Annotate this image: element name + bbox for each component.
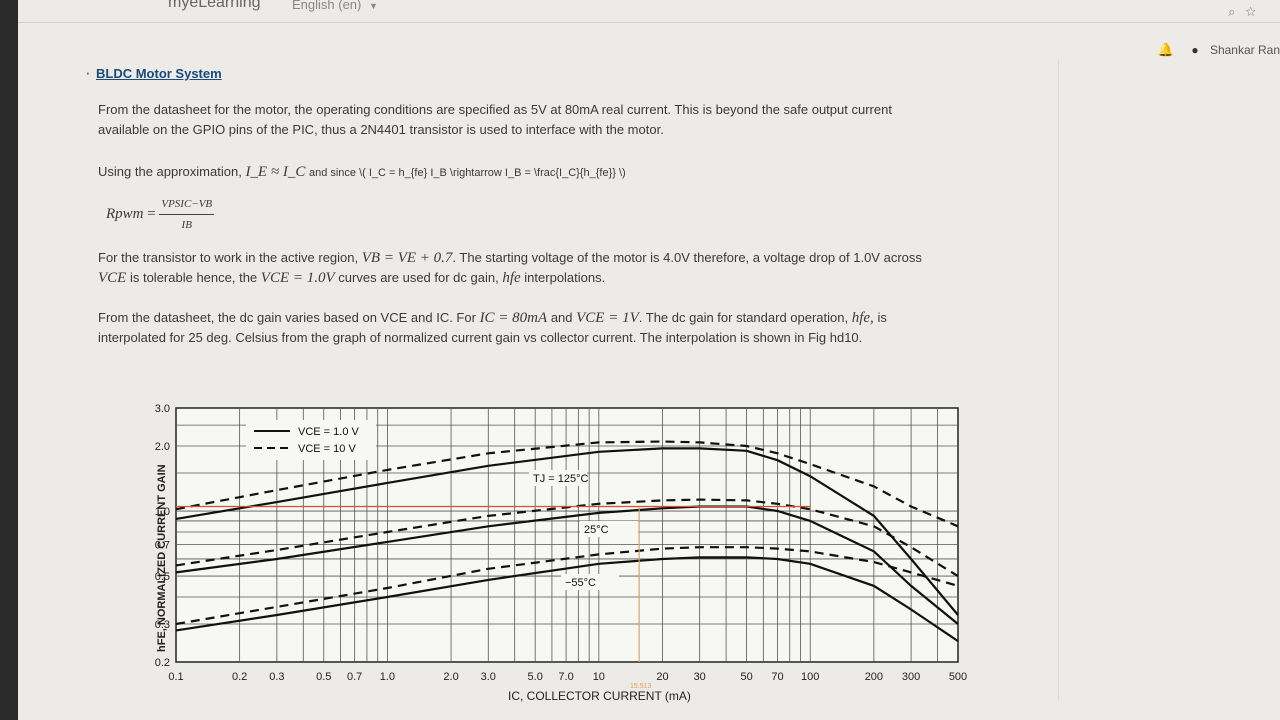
user-name[interactable]: Shankar Ran [1209,43,1280,57]
language-label: English (en) [292,0,362,12]
y-tick-label: 0.2 [155,657,170,669]
site-brand[interactable]: myeLearning [168,0,261,11]
vce-value: VCE = 1.0V [260,270,335,286]
top-icons: ⌕☆ [1228,4,1266,20]
p3-text-d: curves are used for dc gain, [338,270,499,285]
hfe-symbol: hfe [502,270,521,286]
legend-box [246,420,376,460]
annotation-label: 25°C [584,524,609,536]
x-tick-label: 10 [593,671,605,683]
annotation-label: TJ = 125°C [533,473,589,485]
x-tick-label: 3.0 [481,671,496,683]
fraction-numerator: VPSIC−VB [159,194,215,215]
legend-label: VCE = 1.0 V [298,426,360,438]
browser-screen: myeLearning English (en) ▼ ⌕☆ 🔔 ● Shanka… [18,0,1280,720]
equation-fraction: VPSIC−VB IB [159,194,215,235]
paragraph-2: Using the approximation, I_E ≈ I_C and s… [98,162,626,183]
p3-text-e: interpolations. [524,270,606,285]
y-axis-title: hFE, NORMALIZED CURRENT GAIN [156,464,168,652]
x-tick-label: 0.3 [269,671,284,683]
x-tick-label: 2.0 [443,671,458,683]
y-tick-label: 0.7 [155,539,170,551]
language-selector[interactable]: English (en) ▼ [292,0,378,12]
annotation-label: −55°C [565,577,596,589]
y-tick-label: 0.5 [155,571,170,583]
equals-sign: = [147,205,160,222]
search-icon[interactable]: ⌕ [1228,4,1246,19]
p3-text-a: For the transistor to work in the active… [98,250,359,265]
x-tick-label: 1.0 [380,671,395,683]
series-line [175,546,959,626]
star-icon[interactable]: ☆ [1245,4,1266,19]
vb-formula: VB = VE + 0.7 [361,250,453,266]
legend-label: VCE = 10 V [298,443,356,455]
paragraph-4-line-1: From the datasheet, the dc gain varies b… [98,308,887,328]
p3-text-b: . The starting voltage of the motor is 4… [452,250,922,265]
section-title[interactable]: BLDC Motor System [86,66,222,81]
paragraph-3-line-2: VCE is tolerable hence, the VCE = 1.0V c… [98,268,922,288]
p4-text-d: is [877,310,887,325]
annotation-bg [529,470,587,486]
x-tick-label: 50 [740,671,752,683]
chat-icon[interactable]: ● [1191,43,1199,57]
approximation-formula: I_E ≈ I_C [245,164,306,180]
x-tick-label: 20 [656,671,668,683]
paragraph-4-line-2: interpolated for 25 deg. Celsius from th… [98,330,863,345]
x-tick-label: 500 [949,671,967,683]
paragraph-2-latex: and since \( I_C = h_{fe} I_B \rightarro… [308,167,626,179]
series-line [175,556,959,643]
series-line [175,440,959,528]
hfe-chart: 0.1 0.2 0.3 0.5 0.7 1.0 2.0 3.0 5.0 7.0 10 20 30 50 70… [155,403,967,690]
p4-text-c: . The dc gain for standard operation, [638,310,849,325]
x-tick-label: 300 [902,671,920,683]
y-tick-label: 3.0 [155,403,170,415]
annotation-label: 15.513 [630,683,652,690]
y-tick-label: 0.3 [155,619,170,631]
paragraph-1: From the datasheet for the motor, the op… [98,100,892,140]
p3-text-c: is tolerable hence, the [129,270,258,285]
x-tick-label: 7.0 [558,671,573,683]
x-tick-label: 200 [865,671,883,683]
annotation-bg [561,574,619,590]
chevron-down-icon: ▼ [369,1,378,11]
p4-text-a: From the datasheet, the dc gain varies b… [98,310,476,325]
x-tick-label: 0.5 [316,671,331,683]
paragraph-3: For the transistor to work in the active… [98,248,922,288]
series-line [175,498,959,578]
fraction-denominator: IB [181,219,192,231]
x-tick-label: 70 [771,671,783,683]
paragraph-1-line-2: available on the GPIO pins of the PIC, t… [98,122,664,137]
annotation-bg [580,521,638,537]
paragraph-2-prefix: Using the approximation, [98,164,242,179]
y-tick-label: 1.0 [155,506,170,518]
x-tick-label: 100 [801,671,819,683]
ic-value: IC = 80mA [479,310,548,326]
series-line [175,447,959,616]
vce-1v: VCE = 1V [576,310,639,326]
x-tick-label: 0.7 [347,671,362,683]
x-axis-title: IC, COLLECTOR CURRENT (mA) [508,689,691,703]
user-menu-bar: 🔔 ● Shankar Ran [1158,42,1280,62]
p4-text-b: and [550,310,573,325]
x-tick-label: 0.2 [232,671,247,683]
x-tick-label: 5.0 [528,671,543,683]
vce-symbol: VCE [98,270,127,286]
x-tick-label: 0.1 [168,671,183,683]
paragraph-1-line-1: From the datasheet for the motor, the op… [98,102,892,117]
paragraph-4: From the datasheet, the dc gain varies b… [98,308,887,348]
x-tick-label: 30 [694,671,706,683]
column-divider [1058,60,1059,700]
equation-lhs: Rpwm [106,205,144,222]
hfe-symbol-2: hfe, [851,310,874,326]
y-tick-label: 2.0 [155,441,170,453]
bell-icon[interactable]: 🔔 [1157,42,1175,57]
top-navbar: myeLearning English (en) ▼ ⌕☆ [18,0,1280,23]
rpwm-equation: Rpwm = VPSIC−VB IB [106,194,215,235]
paragraph-3-line-1: For the transistor to work in the active… [98,248,922,268]
